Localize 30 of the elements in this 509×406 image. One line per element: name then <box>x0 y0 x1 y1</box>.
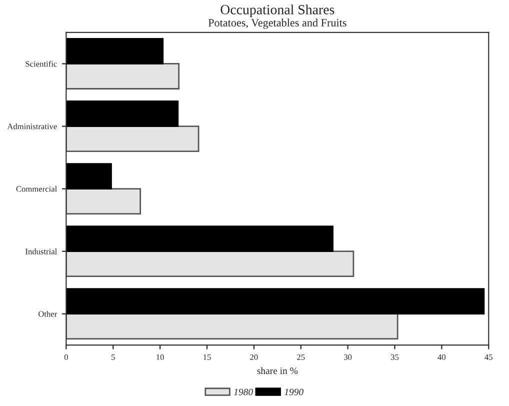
bar <box>66 63 180 90</box>
x-tick-label: 0 <box>64 354 68 360</box>
y-tick-label: Administrative <box>7 123 57 130</box>
y-tick-label: Scientific <box>26 60 57 67</box>
x-tick-label: 5 <box>112 354 115 360</box>
bar <box>66 126 200 152</box>
x-tick-label: 15 <box>204 354 211 360</box>
x-tick-label: 30 <box>344 354 352 360</box>
bar <box>66 188 142 214</box>
bar <box>66 226 334 252</box>
y-tick-label: Industrial <box>26 248 57 254</box>
chart-title: Occupational Shares <box>220 4 334 18</box>
bar <box>66 313 398 340</box>
legend-label: 1980 <box>234 388 253 396</box>
x-tick-label: 20 <box>250 354 258 360</box>
bar <box>66 38 164 64</box>
bar <box>66 288 485 315</box>
bar <box>66 250 354 278</box>
chart-subtitle: Potatoes, Vegetables and Fruits <box>208 18 346 29</box>
y-tick-label: Commercial <box>16 186 57 192</box>
x-tick-label: 40 <box>438 354 446 360</box>
legend-label: 1990 <box>284 388 304 396</box>
bar <box>66 163 112 190</box>
x-axis-title: share in % <box>257 367 298 374</box>
x-tick-label: 10 <box>156 354 164 360</box>
x-tick-label: 25 <box>297 354 305 360</box>
y-tick-label: Other <box>38 310 58 317</box>
bar <box>66 100 179 127</box>
x-tick-label: 35 <box>390 354 399 360</box>
x-tick-label: 45 <box>484 354 492 360</box>
